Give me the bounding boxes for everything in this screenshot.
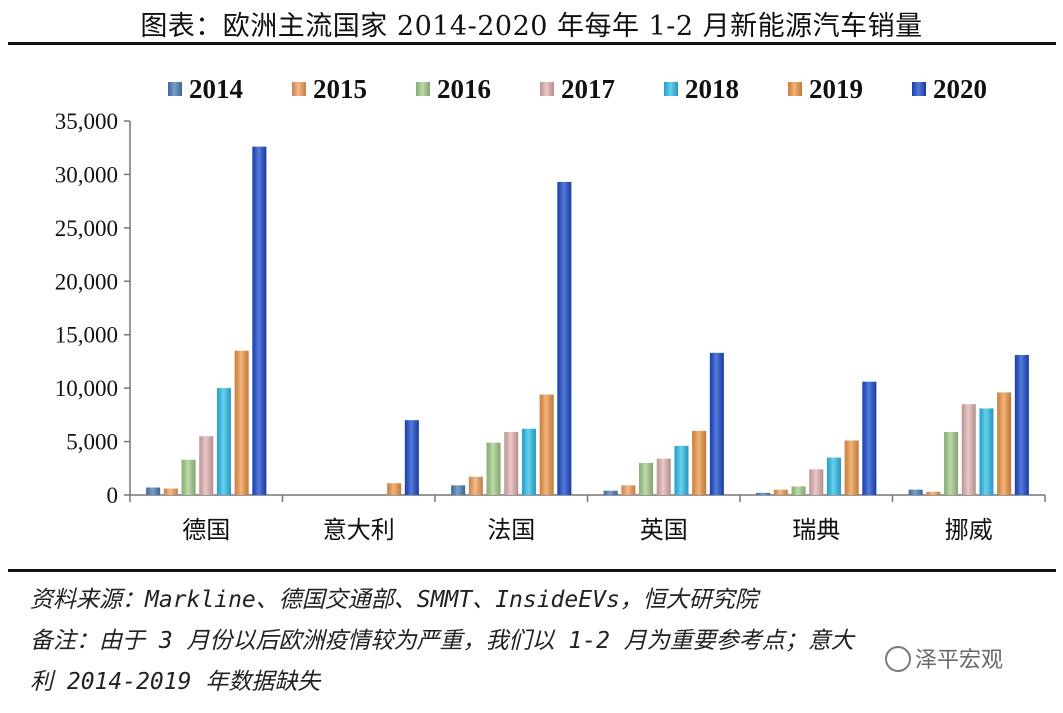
- x-category-label: 挪威: [945, 516, 993, 544]
- legend-swatch-shading: [292, 82, 306, 96]
- bar-shading: [961, 404, 976, 495]
- bar-shading: [539, 394, 554, 495]
- bar-shading: [234, 350, 249, 495]
- watermark: 泽平宏观: [885, 642, 1003, 674]
- x-category-label: 法国: [487, 516, 535, 544]
- bar-shading: [451, 485, 466, 495]
- bar-shading: [521, 428, 536, 495]
- y-axis: 0 5,000 10,000 15,000 20,000 25,000 30,000 35,0…: [55, 109, 131, 508]
- x-category-label: 德国: [182, 516, 230, 544]
- legend-label: 2016: [437, 74, 491, 104]
- remark-note-line1: 备注：由于 3 月份以后欧洲疫情较为严重，我们以 1-2 月为重要参考点；意大: [30, 628, 854, 654]
- bar-shading: [603, 490, 618, 495]
- bar-shading: [181, 459, 196, 495]
- bar-chart: 2014 2015 2016 2017 2018 2019 2020 0 5,000 10,00…: [55, 74, 1046, 544]
- bar-shading: [997, 392, 1012, 495]
- bar-shading: [908, 489, 923, 495]
- bar-shading: [692, 430, 707, 495]
- bar-shading: [146, 487, 161, 495]
- bar-shading: [199, 436, 214, 495]
- bar-shading: [979, 408, 994, 495]
- wechat-icon: [885, 646, 911, 672]
- y-tick-label: 35,000: [55, 109, 118, 134]
- bar-shading: [926, 491, 941, 495]
- legend-swatch-shading: [912, 82, 926, 96]
- legend-label: 2014: [189, 74, 243, 104]
- x-category-label: 英国: [640, 516, 688, 544]
- bar-shading: [387, 483, 402, 495]
- footnotes: 资料来源：Markline、德国交通部、SMMT、InsideEVs，恒大研究院…: [30, 580, 1050, 703]
- y-tick-label: 10,000: [55, 376, 118, 401]
- legend-label: 2017: [561, 74, 615, 104]
- bar-shading: [756, 492, 771, 495]
- top-rule: [8, 42, 1056, 45]
- legend-label: 2015: [313, 74, 367, 104]
- bar-shading: [862, 381, 877, 495]
- legend-label: 2019: [809, 74, 863, 104]
- legend-swatch-shading: [664, 82, 678, 96]
- bar-shading: [216, 388, 231, 495]
- legend-swatch-shading: [168, 82, 182, 96]
- bar-shading: [252, 146, 267, 495]
- y-tick-label: 5,000: [66, 430, 118, 455]
- bars: [146, 146, 1029, 495]
- bar-shading: [486, 442, 501, 495]
- bar-shading: [674, 445, 689, 495]
- bar-shading: [504, 431, 519, 495]
- bar-shading: [809, 469, 824, 495]
- bar-shading: [826, 457, 841, 495]
- legend-label: 2018: [685, 74, 739, 104]
- x-axis: 德国 意大利 法国 英国 瑞典 挪威: [129, 494, 1046, 544]
- bar-shading: [163, 488, 178, 495]
- bar-shading: [944, 431, 959, 495]
- legend-swatch-shading: [416, 82, 430, 96]
- x-category-label: 意大利: [323, 516, 395, 544]
- bar-shading: [1014, 355, 1029, 495]
- bar-shading: [656, 458, 671, 495]
- legend-swatch-shading: [788, 82, 802, 96]
- legend-swatch-shading: [540, 82, 554, 96]
- bar-shading: [791, 486, 806, 495]
- bar-shading: [639, 462, 654, 495]
- bar-shading: [773, 489, 788, 495]
- remark-note-line2: 利 2014-2019 年数据缺失: [30, 669, 321, 695]
- source-note: 资料来源：Markline、德国交通部、SMMT、InsideEVs，恒大研究院: [30, 587, 758, 613]
- x-category-label: 瑞典: [792, 516, 840, 544]
- y-tick-label: 15,000: [55, 323, 118, 348]
- chart-legend: 2014 2015 2016 2017 2018 2019 2020: [168, 74, 987, 104]
- y-tick-label: 20,000: [55, 269, 118, 294]
- bar-shading: [468, 476, 483, 495]
- chart-title: 图表：欧洲主流国家 2014-2020 年每年 1-2 月新能源汽车销量: [140, 11, 923, 42]
- bar-shading: [844, 440, 859, 495]
- y-tick-label: 30,000: [55, 162, 118, 187]
- y-tick-label: 0: [107, 483, 119, 508]
- watermark-text: 泽平宏观: [915, 648, 1004, 673]
- bar-shading: [404, 420, 419, 495]
- bar-shading: [557, 181, 572, 495]
- legend-label: 2020: [933, 74, 987, 104]
- y-tick-label: 25,000: [55, 216, 118, 241]
- bar-shading: [621, 485, 636, 495]
- bottom-rule: [8, 569, 1056, 572]
- bar-shading: [709, 352, 724, 495]
